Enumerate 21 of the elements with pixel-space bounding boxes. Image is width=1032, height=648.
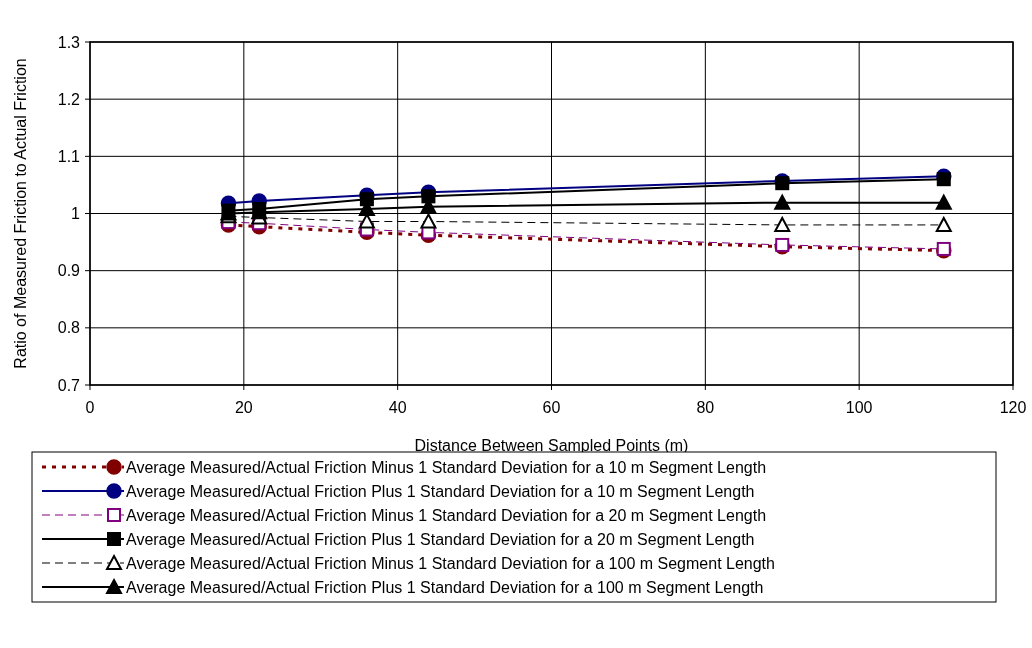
legend-label: Average Measured/Actual Friction Plus 1 Standard Deviation for a 20 m Segment Length: [126, 530, 755, 548]
x-tick-label: 0: [85, 399, 95, 416]
legend-label: Average Measured/Actual Friction Plus 1 Standard Deviation for a 100 m Segment Length: [126, 578, 764, 596]
x-tick-label: 60: [542, 399, 561, 416]
legend-label: Average Measured/Actual Friction Minus 1 Standard Deviation for a 10 m Segment Length: [126, 458, 767, 476]
legend-label: Average Measured/Actual Friction Minus 1 Standard Deviation for a 100 m Segment Length: [126, 554, 775, 572]
y-tick-label: 1.3: [57, 33, 81, 51]
y-tick-label: 0.8: [57, 319, 81, 337]
x-tick-label: 20: [234, 399, 253, 416]
legend-label: Average Measured/Actual Friction Minus 1 Standard Deviation for a 20 m Segment Length: [126, 506, 767, 524]
y-axis-title: Ratio of Measured Friction to Actual Friction: [12, 58, 29, 369]
y-tick-label: 0.7: [57, 376, 81, 394]
legend-label: Average Measured/Actual Friction Plus 1 Standard Deviation for a 10 m Segment Length: [126, 482, 755, 500]
x-tick-label: 120: [999, 399, 1027, 416]
x-tick-label: 40: [388, 399, 407, 416]
y-tick-label: 0.9: [57, 262, 81, 280]
y-tick-label: 1.1: [57, 147, 81, 165]
x-tick-label: 80: [696, 399, 715, 416]
y-tick-label: 1.2: [57, 90, 81, 108]
x-tick-label: 100: [845, 399, 873, 416]
y-tick-label: 1: [71, 205, 81, 223]
